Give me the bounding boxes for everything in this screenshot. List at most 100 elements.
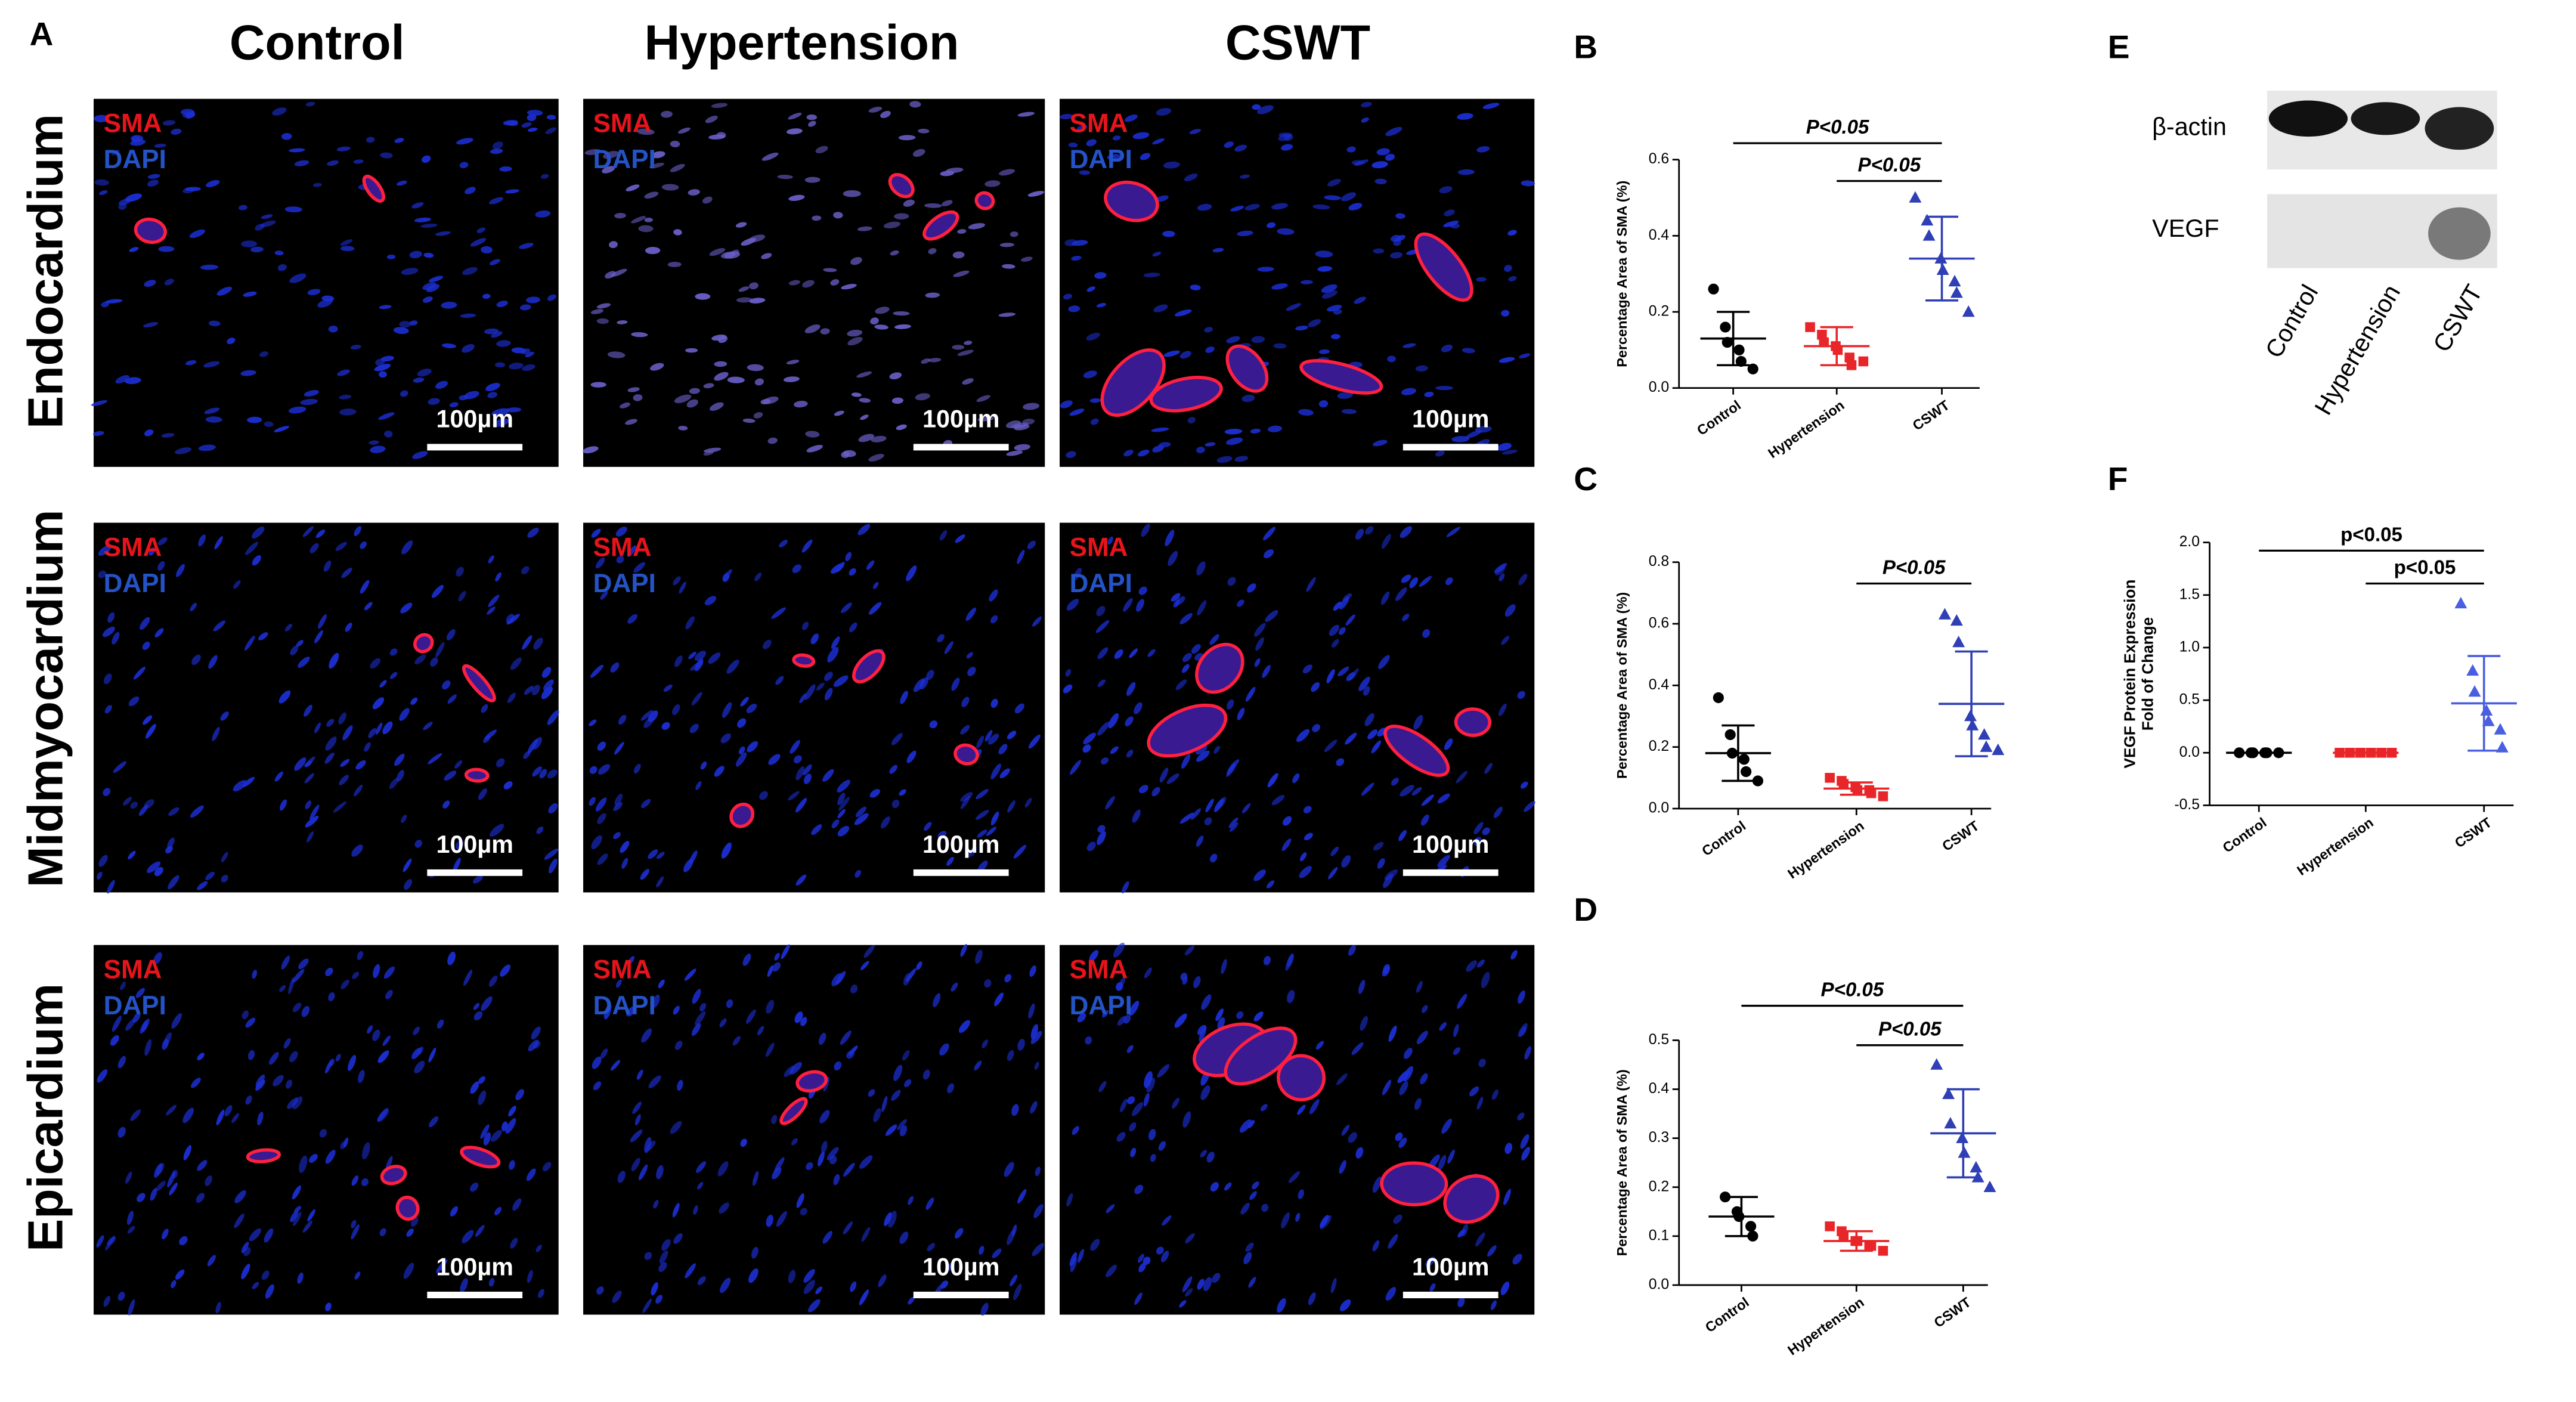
nucleus: [1263, 527, 1276, 541]
data-point: [1952, 635, 1965, 648]
nucleus: [709, 247, 726, 256]
nucleus: [339, 408, 357, 416]
nucleus: [1017, 1038, 1025, 1051]
nucleus: [414, 654, 426, 665]
nucleus: [940, 1280, 949, 1289]
nucleus: [1197, 1279, 1205, 1290]
nucleus: [1395, 587, 1407, 601]
nucleus: [688, 652, 696, 660]
nucleus: [512, 1198, 522, 1211]
nucleus: [1400, 526, 1412, 538]
nucleus: [98, 855, 108, 867]
nucleus: [527, 114, 537, 121]
nucleus: [147, 861, 161, 873]
nucleus: [428, 276, 444, 283]
nucleus: [880, 110, 891, 118]
nucleus: [1372, 440, 1388, 447]
nucleus: [1333, 309, 1342, 315]
nucleus: [1336, 1073, 1348, 1085]
nucleus: [1473, 822, 1484, 835]
nucleus: [496, 301, 508, 308]
nucleus: [274, 771, 283, 782]
vessel: [1299, 359, 1383, 395]
nucleus: [593, 1081, 602, 1091]
nucleus: [137, 1193, 145, 1202]
data-point: [1805, 322, 1815, 332]
sd-bar: [1840, 1230, 1873, 1252]
nucleus: [350, 345, 361, 350]
nucleus: [1277, 228, 1295, 235]
nucleus: [1395, 213, 1405, 219]
nucleus: [197, 881, 208, 890]
nucleus: [827, 646, 839, 663]
nucleus: [694, 651, 707, 661]
data-point: [1978, 728, 1991, 740]
nucleus: [1066, 599, 1079, 611]
nucleus: [1281, 838, 1292, 852]
nucleus: [462, 1230, 474, 1243]
nucleus: [1508, 276, 1517, 281]
nucleus: [742, 418, 756, 423]
nucleus: [1457, 1297, 1465, 1308]
nucleus: [815, 1286, 823, 1295]
nucleus: [1132, 1102, 1144, 1116]
data-point: [1838, 779, 1849, 789]
stain-label: SMA: [1070, 533, 1128, 562]
nucleus: [255, 1074, 265, 1088]
nucleus: [379, 1228, 386, 1236]
nucleus: [648, 849, 658, 859]
nucleus: [1197, 1025, 1206, 1035]
nucleus: [103, 1296, 111, 1307]
nucleus: [325, 1149, 336, 1164]
nucleus: [342, 725, 353, 741]
nucleus: [115, 375, 130, 384]
nucleus: [1524, 1046, 1532, 1060]
nucleus: [1107, 154, 1122, 161]
nucleus: [1158, 1141, 1166, 1151]
nucleus: [1360, 1016, 1368, 1031]
data-point: [1733, 344, 1745, 355]
data-point: [1738, 754, 1750, 765]
nucleus: [903, 199, 915, 207]
nucleus: [824, 688, 833, 701]
nucleus: [803, 1280, 816, 1295]
nucleus: [380, 152, 393, 159]
nucleus: [309, 804, 320, 820]
nucleus: [1032, 1243, 1044, 1256]
nucleus: [1065, 668, 1072, 677]
nucleus: [367, 1025, 373, 1034]
nucleus: [990, 615, 998, 624]
nucleus: [1190, 284, 1201, 290]
nucleus: [1260, 1104, 1268, 1112]
nucleus: [868, 454, 884, 462]
nucleus: [128, 696, 140, 707]
nucleus: [714, 372, 729, 381]
nucleus: [909, 101, 921, 108]
nucleus: [329, 652, 339, 669]
nucleus: [856, 371, 872, 378]
nucleus: [774, 952, 780, 961]
nucleus: [1196, 835, 1204, 847]
nucleus: [1153, 304, 1168, 312]
nucleus: [1457, 169, 1475, 175]
data-point: [1970, 1160, 1983, 1173]
column-header: Hypertension: [644, 14, 959, 70]
nucleus: [759, 791, 768, 800]
nucleus: [980, 1302, 989, 1316]
nucleus: [902, 1050, 910, 1061]
nucleus: [414, 217, 431, 222]
nucleus: [545, 127, 557, 134]
nucleus: [673, 1233, 683, 1244]
nucleus: [302, 526, 314, 537]
panel-label: D: [1574, 891, 1597, 928]
nucleus: [975, 810, 989, 820]
nucleus: [612, 1290, 622, 1303]
data-point: [1720, 321, 1731, 333]
nucleus: [241, 1264, 250, 1280]
nucleus: [1339, 627, 1346, 635]
y-tick-label: -0.5: [2174, 797, 2200, 813]
nucleus: [1495, 565, 1506, 575]
vessel: [792, 653, 816, 668]
